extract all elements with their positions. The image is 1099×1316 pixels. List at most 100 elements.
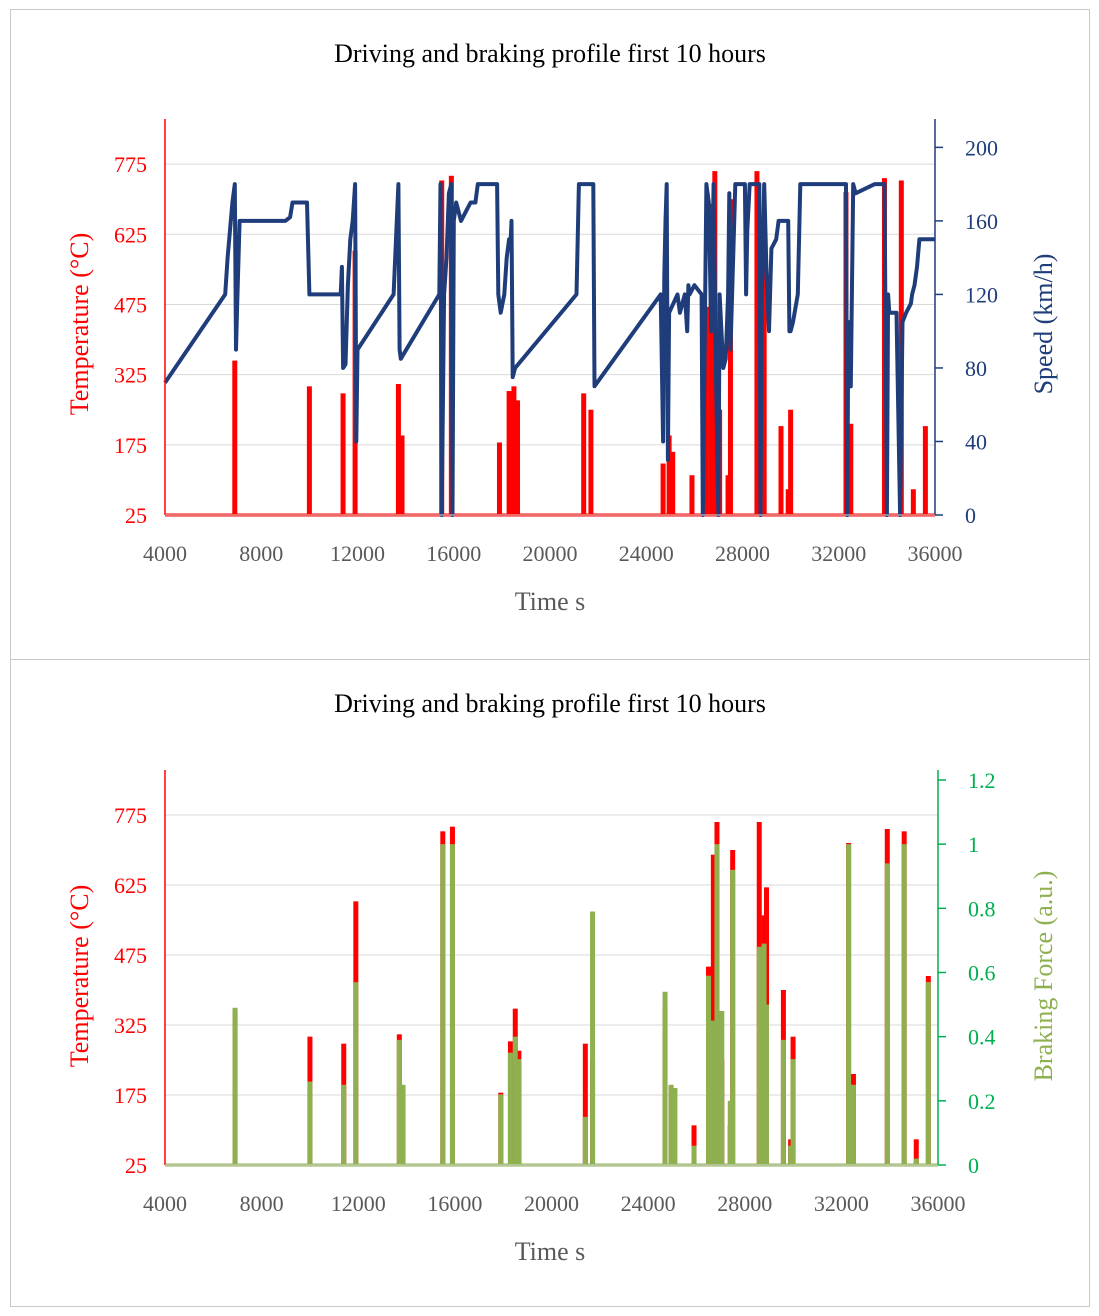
x-tick-label: 16000 [426, 541, 481, 566]
right-y-tick-label: 160 [965, 209, 998, 234]
left-y-tick-label: 175 [114, 1083, 147, 1108]
left-y-axis-title: Temperature (°C) [65, 233, 94, 416]
chart-panel-braking: 25 175 325 475 625 775 0 0.2 0.4 0.6 0.8 1 1.2 4000 80… [10, 659, 1090, 1307]
temperature-spike [910, 489, 916, 515]
braking-force-spike [846, 844, 852, 1165]
temperature-spike [913, 1139, 919, 1165]
temperature-spike [511, 386, 517, 515]
braking-force-spike [714, 844, 720, 1165]
braking-force-spike [440, 844, 446, 1165]
braking-force-spike [341, 1084, 347, 1165]
temperature-spike [689, 475, 695, 515]
braking-force-spike [396, 1039, 402, 1165]
temperature-spike [506, 391, 512, 515]
series-layer [163, 171, 935, 517]
right-y-tick-label: 0.6 [968, 961, 996, 986]
right-y-tick-label: 120 [965, 282, 998, 307]
figure-frame [10, 9, 1090, 1307]
temperature-spike [660, 463, 666, 515]
gridlines [165, 163, 935, 516]
braking-force-spike [590, 911, 596, 1165]
x-tick-label: 16000 [427, 1191, 482, 1216]
axes: 25 175 325 475 625 775 0 0.2 0.4 0.6 0.8 1 1.2 4000 80… [114, 768, 996, 1216]
right-y-tick-label: 0.2 [968, 1089, 996, 1114]
braking-force-spike [901, 844, 907, 1165]
x-tick-label: 20000 [523, 541, 578, 566]
braking-force-spike [850, 1084, 856, 1165]
temperature-spike [496, 442, 502, 515]
braking-force-spike [498, 1094, 504, 1165]
temperature-spike [788, 409, 794, 515]
x-tick-label: 20000 [524, 1191, 579, 1216]
braking-force-spike [307, 1081, 313, 1165]
x-tick-label: 8000 [239, 541, 283, 566]
x-tick-label: 32000 [814, 1191, 869, 1216]
left-y-tick-label: 325 [114, 1013, 147, 1038]
braking-force-spike [516, 1059, 522, 1165]
braking-force-spike [512, 1036, 518, 1165]
left-y-tick-label: 175 [114, 433, 147, 458]
right-y-tick-label: 80 [965, 356, 987, 381]
gridlines [165, 814, 938, 1166]
temperature-spike [848, 423, 854, 515]
left-y-tick-label: 325 [114, 363, 147, 388]
x-tick-label: 36000 [911, 1191, 966, 1216]
braking-force-spike [730, 869, 736, 1165]
braking-force-spike [232, 1007, 238, 1165]
braking-force-spike [706, 975, 712, 1165]
speed-line [163, 182, 935, 517]
braking-force-spike [913, 1158, 919, 1165]
chart-temperature-braking: 25 175 325 475 625 775 0 0.2 0.4 0.6 0.8 1 1.2 4000 80… [65, 689, 1058, 1266]
x-tick-label: 4000 [143, 1191, 187, 1216]
x-tick-label: 24000 [621, 1191, 676, 1216]
temperature-spike [922, 426, 928, 515]
x-axis-title: Time s [515, 1237, 586, 1266]
braking-force-spike [507, 1052, 513, 1165]
temperature-spike [340, 393, 346, 515]
braking-force-spike [582, 1116, 588, 1165]
braking-force-spike [780, 1039, 786, 1165]
series-layer [165, 822, 938, 1167]
temperature-spike [581, 393, 587, 515]
x-tick-label: 28000 [717, 1191, 772, 1216]
chart-title: Driving and braking profile first 10 hou… [334, 689, 766, 718]
right-y-axis-title: Speed (km/h) [1029, 254, 1058, 395]
temperature-spike [727, 199, 733, 515]
temperature-spike [399, 435, 405, 515]
left-y-axis-title: Temperature (°C) [65, 885, 94, 1068]
left-y-tick-label: 475 [114, 943, 147, 968]
braking-force-spike [790, 1059, 796, 1165]
temperature-spike [703, 306, 709, 515]
x-tick-label: 24000 [619, 541, 674, 566]
temperature-spike [708, 203, 714, 516]
left-y-tick-label: 25 [125, 1153, 147, 1178]
temperature-spike [666, 435, 672, 515]
braking-force-spike [925, 982, 931, 1165]
x-tick-label: 8000 [240, 1191, 284, 1216]
axes: 25 175 325 475 625 775 0 40 80 120 160 200 4000 8000 1… [114, 119, 998, 566]
braking-force-spike [756, 946, 762, 1165]
x-axis-title: Time s [515, 587, 586, 616]
braking-force-spike [691, 1145, 697, 1165]
right-y-tick-label: 1 [968, 832, 979, 857]
temperature-spike [778, 426, 784, 515]
x-tick-label: 36000 [908, 541, 963, 566]
right-y-tick-label: 0 [968, 1153, 979, 1178]
braking-force-spike [719, 1011, 725, 1165]
x-tick-label: 12000 [330, 541, 385, 566]
temperature-spike [395, 383, 401, 515]
braking-force-spike [400, 1084, 406, 1165]
left-y-tick-label: 625 [114, 873, 147, 898]
chart-title: Driving and braking profile first 10 hou… [334, 39, 766, 68]
x-tick-label: 28000 [715, 541, 770, 566]
temperature-spike [710, 854, 716, 1165]
left-y-tick-label: 25 [125, 503, 147, 528]
left-y-tick-label: 625 [114, 222, 147, 247]
temperature-spike [588, 409, 594, 515]
chart-panel-speed: 25 175 325 475 625 775 0 40 80 120 160 200 4000 8000 1… [10, 9, 1090, 659]
x-tick-label: 4000 [143, 541, 187, 566]
braking-force-spike [672, 1088, 678, 1165]
braking-force-spike [763, 1004, 769, 1165]
braking-force-spike [353, 982, 359, 1165]
right-y-tick-label: 1.2 [968, 768, 996, 793]
